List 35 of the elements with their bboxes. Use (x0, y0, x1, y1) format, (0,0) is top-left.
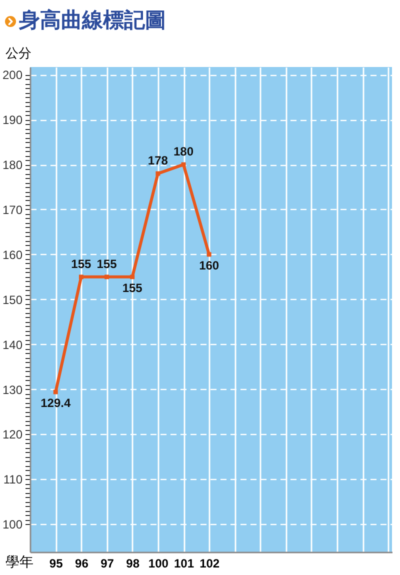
point (156, 171, 160, 176)
y-tick-label: 170 (2, 202, 23, 217)
point (181, 162, 186, 167)
point (130, 274, 135, 280)
y-tick-label: 200 (2, 68, 23, 82)
y-tick-label: 100 (2, 518, 23, 532)
point (53, 390, 58, 394)
y-tick-label: 180 (2, 158, 23, 172)
data-label: 155 (71, 256, 92, 271)
y-tick-label: 190 (2, 113, 23, 128)
y-tick-label: 160 (2, 248, 23, 262)
point (104, 274, 109, 280)
point (78, 274, 84, 280)
chart-title: 身高曲線標記圖 (18, 8, 166, 32)
x-tick-label: 98 (126, 556, 140, 570)
x-tick-label: 96 (75, 556, 89, 570)
y-axis-title: 公分 (6, 46, 32, 62)
data-label: 180 (173, 144, 194, 159)
data-label: 155 (122, 280, 143, 295)
data-label: 155 (96, 256, 118, 271)
y-tick-label: 140 (2, 338, 23, 352)
x-tick-label: 100 (148, 556, 169, 570)
x-tick-label: 95 (49, 556, 64, 570)
data-label: 160 (199, 258, 220, 272)
data-label: 129.4 (40, 396, 71, 410)
y-tick-label: 130 (2, 382, 23, 397)
y-tick-label: 150 (2, 292, 23, 307)
y-tick-label: 110 (3, 472, 23, 487)
y-tick-label: 120 (2, 428, 23, 442)
x-tick-label: 97 (100, 556, 114, 570)
x-tick-label: 102 (200, 556, 220, 570)
data-label: 178 (148, 154, 168, 168)
x-axis-title: 學年 (6, 554, 34, 570)
x-tick-label: 101 (174, 556, 194, 570)
point (206, 252, 212, 257)
